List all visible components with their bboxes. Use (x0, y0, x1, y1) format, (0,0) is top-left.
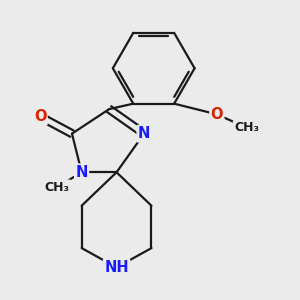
Text: CH₃: CH₃ (45, 181, 70, 194)
Text: NH: NH (104, 260, 129, 275)
Text: CH₃: CH₃ (234, 121, 259, 134)
Text: O: O (211, 107, 223, 122)
Text: O: O (34, 109, 46, 124)
Text: N: N (138, 126, 150, 141)
Text: N: N (76, 165, 88, 180)
